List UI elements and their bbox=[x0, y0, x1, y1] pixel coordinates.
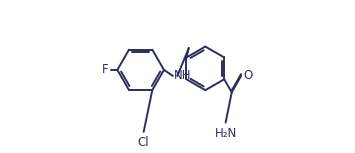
Text: O: O bbox=[243, 69, 252, 82]
Text: Cl: Cl bbox=[138, 136, 149, 149]
Text: NH: NH bbox=[174, 69, 191, 82]
Text: F: F bbox=[102, 63, 108, 76]
Text: H₂N: H₂N bbox=[214, 127, 237, 140]
